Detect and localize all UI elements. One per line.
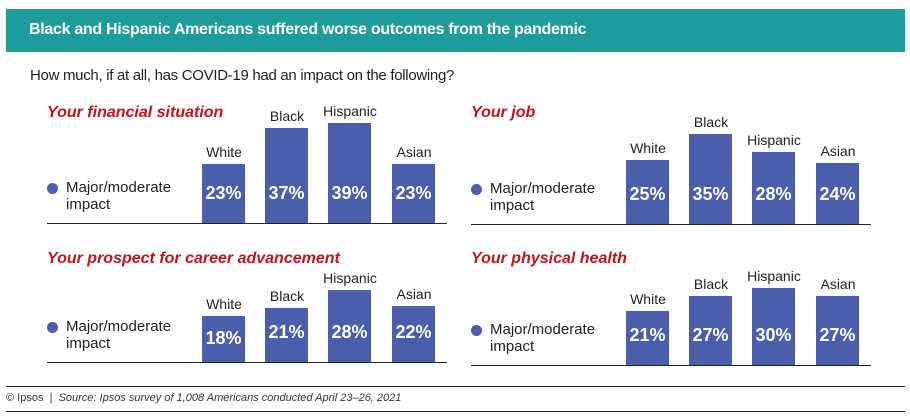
category-label: Asian <box>820 275 856 292</box>
legend-swatch <box>47 322 58 333</box>
category-label: Hispanic <box>323 103 377 120</box>
category-label: Black <box>693 275 729 292</box>
bar <box>202 315 245 362</box>
bar <box>689 134 732 224</box>
data-label: 23% <box>205 183 242 203</box>
data-label: 23% <box>395 183 432 203</box>
data-label: 37% <box>268 183 305 203</box>
panel-title: Your physical health <box>471 250 627 267</box>
data-label: 35% <box>692 184 729 204</box>
category-label: Black <box>269 108 305 125</box>
bar <box>392 164 435 223</box>
chart-panel: Your financial situation Major/moderate i… <box>30 103 460 234</box>
footer-separator: | <box>49 392 53 404</box>
data-label: 39% <box>331 183 368 203</box>
chart-panel: Your prospect for career advancement Majo… <box>30 250 460 380</box>
source-note: Source: Ipsos survey of 1,008 Americans … <box>58 392 402 404</box>
bar <box>816 162 859 224</box>
bar <box>392 305 435 362</box>
footer-bottom-rule <box>6 411 905 412</box>
data-label: 18% <box>205 327 242 348</box>
bar <box>626 160 669 224</box>
baseline <box>47 362 447 363</box>
legend-label: Major/moderate impact <box>490 180 596 214</box>
data-label: 28% <box>755 184 792 204</box>
legend-swatch <box>47 183 58 194</box>
data-label: 24% <box>819 184 856 204</box>
category-label: Black <box>269 288 305 305</box>
data-label: 25% <box>629 184 666 204</box>
bar <box>752 152 795 224</box>
bar <box>328 290 371 362</box>
footer-top-rule <box>6 386 905 387</box>
legend-label: Major/moderate impact <box>66 179 172 213</box>
data-label: 30% <box>755 325 792 345</box>
panel-title: Your financial situation <box>47 104 224 121</box>
footer: © Ipsos | Source: Ipsos survey of 1,008 … <box>6 392 401 404</box>
legend-label: Major/moderate impact <box>66 318 172 352</box>
survey-question: How much, if at all, has COVID-19 had an… <box>30 67 455 84</box>
category-label: Asian <box>396 285 432 302</box>
legend-swatch <box>471 184 482 195</box>
panel-title: Your job <box>471 104 536 121</box>
legend-swatch <box>471 325 482 336</box>
category-label: Hispanic <box>747 268 801 285</box>
category-label: White <box>630 140 666 156</box>
header-banner: Black and Hispanic Americans suffered wo… <box>6 9 905 52</box>
category-label: White <box>630 291 666 308</box>
data-label: 27% <box>819 325 856 345</box>
baseline <box>47 223 447 224</box>
data-label: 21% <box>629 325 666 345</box>
category-label: Asian <box>396 144 432 161</box>
bar <box>265 308 308 362</box>
chart-panel: Your job Major/moderate impact 25% White 35%… <box>454 104 884 234</box>
copyright: © Ipsos <box>6 392 44 404</box>
data-label: 27% <box>692 325 729 345</box>
data-label: 21% <box>268 322 305 342</box>
data-label: 22% <box>395 322 432 342</box>
baseline <box>471 224 871 225</box>
bar <box>752 288 795 365</box>
category-label: Black <box>693 114 729 131</box>
bar <box>265 128 308 223</box>
category-label: Hispanic <box>323 270 377 287</box>
bar <box>328 123 371 223</box>
bar <box>626 311 669 365</box>
category-label: Hispanic <box>747 132 801 149</box>
category-label: Asian <box>820 142 856 159</box>
bar <box>689 295 732 365</box>
panel-title: Your prospect for career advancement <box>47 250 340 267</box>
baseline <box>471 365 871 366</box>
bar <box>202 164 245 223</box>
chart-panel: Your physical health Major/moderate impac… <box>454 250 884 380</box>
category-label: White <box>206 295 242 312</box>
header-title: Black and Hispanic Americans suffered wo… <box>29 21 587 38</box>
category-label: White <box>206 144 242 161</box>
data-label: 28% <box>331 322 368 342</box>
legend-label: Major/moderate impact <box>490 321 596 355</box>
bar <box>816 295 859 365</box>
